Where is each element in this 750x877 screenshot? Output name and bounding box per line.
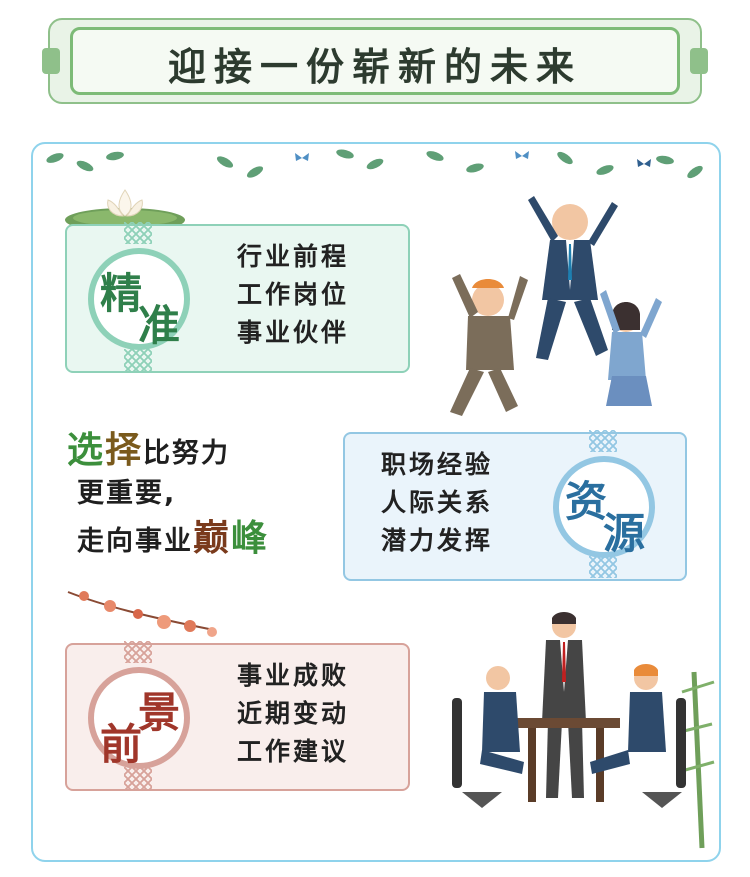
card-lines: 职场经验 人际关系 潜力发挥 <box>381 446 493 560</box>
lattice-ornament <box>124 767 152 789</box>
page-title: 迎接一份崭新的未来 <box>167 44 582 89</box>
lattice-ornament <box>124 222 152 244</box>
slogan-line-1: 选择比努力 <box>67 428 269 472</box>
card-lines: 行业前程 工作岗位 事业伙伴 <box>237 238 349 352</box>
card-line: 职场经验 <box>381 450 494 479</box>
card-line: 工作建议 <box>237 737 350 766</box>
slogan-text: 走向事业 <box>77 526 193 557</box>
butterfly-icon <box>295 153 309 161</box>
lattice-ornament <box>589 430 617 452</box>
slogan-accent: 择 <box>105 429 144 471</box>
slogan-accent: 峰 <box>231 517 270 559</box>
badge-char: 准 <box>138 301 181 350</box>
lattice-ornament <box>124 349 152 371</box>
badge-precision: 精 准 <box>88 248 190 350</box>
card-lines: 事业成败 近期变动 工作建议 <box>237 657 349 771</box>
card-line: 近期变动 <box>237 699 350 728</box>
celebrating-team-illustration <box>450 196 662 416</box>
slogan-line-3: 走向事业巅峰 <box>67 516 269 560</box>
card-line: 人际关系 <box>381 488 494 517</box>
header-left-cap <box>42 48 60 74</box>
butterfly-icon <box>515 151 529 159</box>
header-banner: 迎接一份崭新的未来 <box>42 18 708 104</box>
blossom-branch-decoration <box>67 591 217 637</box>
header-inner-frame <box>70 27 680 95</box>
slogan-accent: 巅 <box>193 517 232 559</box>
slogan: 选择比努力 更重要, 走向事业巅峰 <box>67 428 269 560</box>
slogan-accent: 选 <box>67 429 106 471</box>
lattice-ornament <box>589 556 617 578</box>
badge-resources: 资 源 <box>553 456 655 558</box>
leaf-garland-decoration <box>36 146 712 186</box>
card-line: 行业前程 <box>237 242 350 271</box>
card-line: 工作岗位 <box>237 280 350 309</box>
badge-char: 源 <box>603 509 646 558</box>
business-meeting-illustration <box>452 612 715 849</box>
badge-char: 前 <box>100 720 143 769</box>
lattice-ornament <box>124 641 152 663</box>
slogan-line-2: 更重要, <box>77 478 177 509</box>
badge-char: 景 <box>138 688 181 737</box>
butterfly-icon <box>637 159 651 167</box>
card-line: 事业成败 <box>237 661 350 690</box>
slogan-text: 比努力 <box>143 438 231 469</box>
header-right-cap <box>690 48 708 74</box>
card-line: 事业伙伴 <box>237 318 350 347</box>
card-line: 潜力发挥 <box>381 526 494 555</box>
badge-char: 资 <box>565 477 608 526</box>
badge-prospects: 前 景 <box>88 667 190 769</box>
badge-char: 精 <box>100 269 143 318</box>
